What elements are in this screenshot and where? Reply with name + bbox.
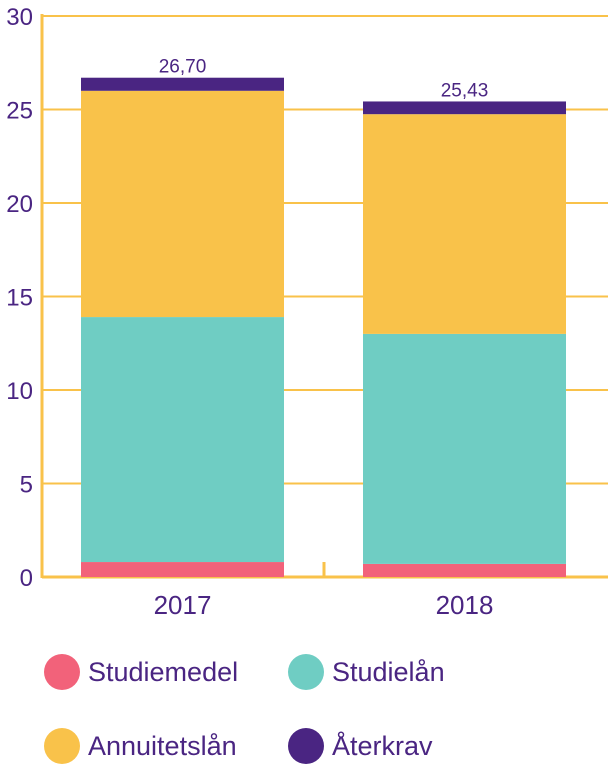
bar-segment-2017-annuitetslån [81, 90, 284, 318]
legend-item-studiemedel: Studiemedel [44, 654, 238, 690]
legend-item-annuitetslan: Annuitetslån [44, 728, 237, 764]
x-tick-label-2017: 2017 [154, 590, 212, 620]
legend-swatch-studiemedel [44, 654, 80, 690]
legend-label-studiemedel: Studiemedel [88, 656, 239, 687]
bar-segment-2017-återkrav [81, 77, 284, 91]
legend: Studiemedel Studielån Annuitetslån Återk… [0, 640, 608, 766]
bar-segment-2017-studiemedel [81, 562, 284, 577]
legend-item-aterkrav: Återkrav [288, 728, 433, 764]
legend-label-annuitetslan: Annuitetslån [88, 730, 237, 761]
y-axis-ticks: 0 5 10 15 20 25 30 [6, 4, 33, 592]
legend-label-aterkrav: Återkrav [332, 730, 433, 761]
bar-segment-2017-studielån [81, 317, 284, 563]
y-tick-label-15: 15 [6, 285, 33, 312]
x-tick-label-2018: 2018 [436, 590, 494, 620]
stacked-bar-chart: 0 5 10 15 20 25 30 2017 2018 26,70 25,43 [6, 4, 608, 620]
legend-swatch-annuitetslan [44, 728, 80, 764]
total-labels: 26,70 25,43 [159, 57, 489, 102]
bar-segment-2018-annuitetslån [363, 114, 566, 334]
y-tick-label-20: 20 [6, 191, 33, 218]
y-tick-label-10: 10 [6, 378, 33, 405]
legend-swatch-aterkrav [288, 728, 324, 764]
y-tick-label-5: 5 [20, 472, 33, 499]
y-tick-label-25: 25 [6, 98, 33, 125]
bar-segment-2018-studiemedel [363, 563, 566, 577]
y-tick-label-0: 0 [20, 565, 33, 592]
x-axis-labels: 2017 2018 [154, 590, 494, 620]
y-tick-label-30: 30 [6, 4, 33, 31]
legend-swatch-studielan [288, 654, 324, 690]
bars [81, 77, 566, 577]
total-label-2017: 26,70 [159, 57, 207, 78]
legend-item-studielan: Studielån [288, 654, 445, 690]
total-label-2018: 25,43 [441, 80, 489, 101]
bar-segment-2018-återkrav [363, 101, 566, 115]
legend-label-studielan: Studielån [332, 656, 445, 687]
bar-segment-2018-studielån [363, 333, 566, 564]
